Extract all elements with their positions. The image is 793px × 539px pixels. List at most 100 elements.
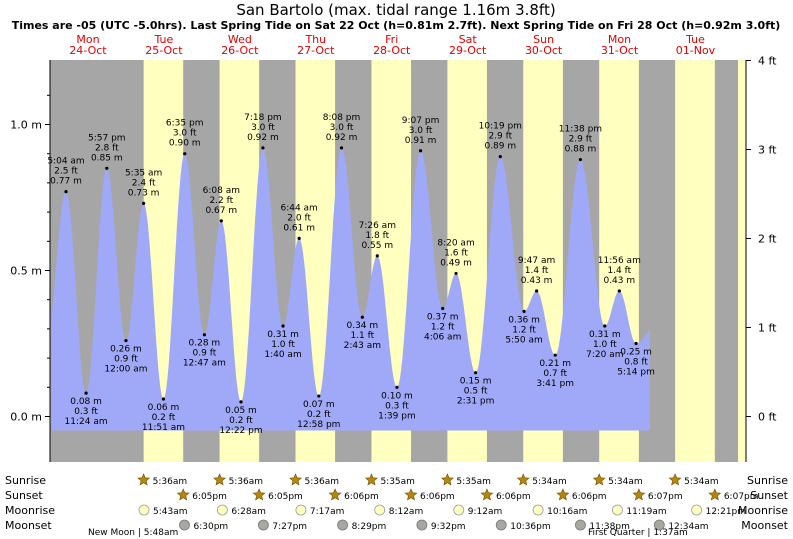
- tide-metres: 0.21 m: [539, 359, 571, 369]
- sunset-icon: [480, 488, 494, 501]
- sunrise-icon: [137, 473, 151, 486]
- tide-point: [219, 219, 223, 223]
- tide-point: [124, 338, 128, 343]
- moonset-icon: [495, 519, 507, 531]
- sunrise-icon: [440, 473, 454, 486]
- tide-time: 9:47 am: [518, 256, 555, 266]
- sunset-icon: [556, 488, 570, 501]
- tide-feet: 1.8 ft: [365, 231, 389, 241]
- tide-time: 6:08 am: [203, 186, 240, 196]
- moonrise-time: 5:43am: [153, 507, 188, 517]
- sunset-time: 6:07pm: [724, 492, 759, 502]
- moonrise-time: 9:12am: [468, 507, 503, 517]
- tide-time: 11:38 pm: [559, 125, 602, 135]
- y-tick-label-m: 1.0 m: [10, 119, 42, 132]
- moonset-time: 12:34am: [668, 522, 708, 532]
- tide-point: [317, 394, 321, 398]
- day-name: Thu: [304, 33, 326, 46]
- axes: 0.0 m 0.5 m 1.0 m 0 ft 1 ft 2 ft 3 ft 4 ft: [10, 54, 777, 462]
- tide-time: 8:08 pm: [323, 113, 361, 123]
- tide-metres: 0.55 m: [361, 241, 393, 251]
- moonset-icon: [575, 519, 586, 531]
- y-tick-label-m: 0.0 m: [10, 411, 42, 424]
- sunrise-time: 5:36am: [305, 477, 340, 487]
- row-label-moonrise: Moonrise: [5, 504, 55, 517]
- tide-time: 10:19 pm: [479, 122, 522, 132]
- tide-point: [202, 333, 206, 337]
- tide-feet: 2.2 ft: [209, 196, 233, 206]
- tide-feet: 0.9 ft: [114, 355, 138, 365]
- sunrise-icon: [289, 473, 302, 486]
- sunset-time: 6:05pm: [192, 492, 227, 502]
- tide-metres: 0.34 m: [346, 321, 378, 331]
- tide-metres: 0.85 m: [91, 153, 123, 163]
- row-label-sunset: Sunset: [5, 489, 43, 502]
- moonrise-icon: [453, 504, 465, 516]
- tide-time: 1:40 am: [264, 350, 301, 360]
- sunset-time: 6:05pm: [268, 492, 303, 502]
- tide-point: [603, 324, 607, 328]
- tide-metres: 0.05 m: [225, 406, 257, 416]
- day-name: Fri: [385, 33, 398, 46]
- tide-point: [105, 166, 109, 170]
- chart-subtitle: Times are -05 (UTC -5.0hrs). Last Spring…: [12, 19, 781, 32]
- sunset-icon: [708, 488, 722, 501]
- tide-time: 7:20 am: [586, 350, 623, 360]
- tide-feet: 1.4 ft: [525, 266, 549, 276]
- moonset-time: 9:32pm: [431, 522, 466, 532]
- day-name: Mon: [76, 33, 99, 46]
- tide-point: [535, 289, 539, 293]
- day-headers: Mon24-OctTue25-OctWed26-OctThu27-OctFri2…: [69, 33, 715, 57]
- moonset-time: 11:38pm: [589, 522, 629, 532]
- tide-feet: 0.7 ft: [543, 369, 567, 379]
- tide-time: 5:50 am: [505, 335, 542, 345]
- tide-metres: 0.28 m: [189, 339, 221, 349]
- sunrise-icon: [668, 473, 682, 486]
- day-name: Tue: [154, 33, 174, 46]
- tide-time: 5:14 pm: [617, 368, 655, 378]
- tide-metres: 0.10 m: [381, 391, 413, 401]
- tide-feet: 2.9 ft: [569, 135, 593, 145]
- row-label-moonset-right: Moonset: [741, 519, 788, 532]
- y-tick-label-ft: 2 ft: [758, 232, 777, 245]
- tide-point: [297, 236, 301, 240]
- row-label-moonset: Moonset: [5, 519, 52, 532]
- tide-feet: 0.9 ft: [193, 349, 217, 359]
- day-date: 31-Oct: [601, 44, 639, 57]
- tide-point: [84, 391, 88, 395]
- tide-feet: 1.1 ft: [350, 331, 374, 341]
- tide-feet: 0.2 ft: [307, 410, 331, 420]
- day-name: Tue: [685, 33, 705, 46]
- tide-point: [239, 400, 243, 404]
- moonrise-time: 8:12am: [389, 507, 424, 517]
- tide-time: 3:41 pm: [536, 379, 574, 389]
- tide-metres: 0.43 m: [603, 276, 635, 286]
- y-tick-label-ft: 1 ft: [758, 321, 777, 334]
- tide-feet: 0.8 ft: [624, 358, 648, 368]
- sunset-time: 6:06pm: [496, 492, 531, 502]
- tide-feet: 1.6 ft: [444, 248, 468, 258]
- tide-point: [634, 341, 638, 346]
- tide-feet: 0.3 ft: [74, 407, 98, 417]
- day-band: [738, 60, 746, 462]
- tide-metres: 0.43 m: [521, 276, 553, 286]
- new-moon-label: New Moon | 5:48am: [88, 528, 178, 538]
- tide-point: [454, 271, 458, 276]
- tide-time: 5:57 pm: [88, 133, 126, 143]
- day-name: Sat: [459, 33, 478, 46]
- tide-metres: 0.77 m: [50, 177, 82, 187]
- sunset-icon: [252, 488, 266, 501]
- tide-point: [375, 254, 379, 258]
- tide-time: 11:51 am: [142, 423, 185, 433]
- tide-time: 5:04 am: [47, 157, 84, 167]
- tide-feet: 1.0 ft: [593, 340, 617, 350]
- moonset-time: 7:27pm: [272, 522, 307, 532]
- tide-area: [51, 147, 650, 431]
- tide-metres: 0.26 m: [110, 345, 142, 355]
- tide-feet: 1.4 ft: [607, 266, 631, 276]
- tide-time: 1:39 pm: [378, 411, 416, 421]
- sunrise-time: 5:35am: [456, 477, 491, 487]
- day-date: 26-Oct: [221, 44, 259, 57]
- tide-feet: 0.3 ft: [385, 401, 409, 411]
